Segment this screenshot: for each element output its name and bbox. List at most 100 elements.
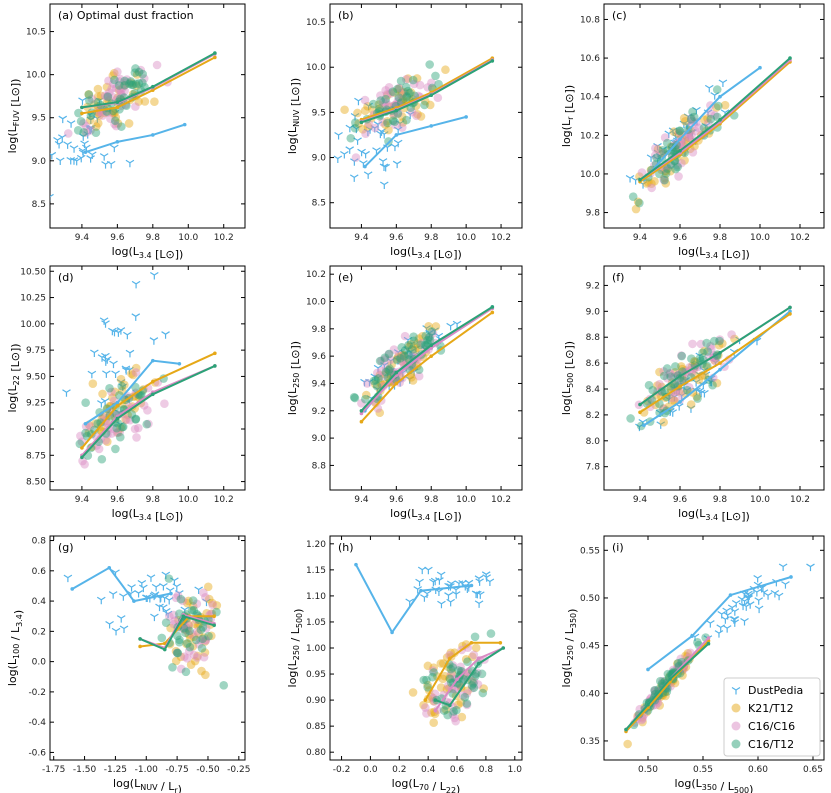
data-point bbox=[710, 336, 719, 346]
data-point bbox=[81, 398, 90, 407]
data-point bbox=[111, 113, 121, 122]
data-point bbox=[401, 82, 411, 92]
data-point bbox=[397, 343, 407, 352]
x-tick-label: 10.2 bbox=[491, 233, 511, 243]
series-k21-t12 bbox=[340, 65, 450, 135]
data-point bbox=[623, 739, 632, 749]
data-point bbox=[173, 631, 182, 641]
trend-marker bbox=[706, 636, 711, 640]
data-point bbox=[81, 428, 90, 438]
data-point bbox=[363, 128, 373, 137]
data-point bbox=[408, 376, 418, 385]
data-point bbox=[658, 676, 667, 686]
data-point bbox=[374, 374, 383, 383]
data-point bbox=[131, 414, 141, 424]
data-point bbox=[384, 101, 393, 110]
data-point bbox=[412, 111, 421, 121]
trend-marker bbox=[718, 118, 722, 122]
data-point bbox=[663, 373, 672, 383]
data-point bbox=[401, 75, 411, 84]
data-point bbox=[714, 340, 724, 350]
data-point bbox=[688, 147, 698, 157]
data-point bbox=[398, 351, 408, 360]
data-point bbox=[188, 601, 198, 611]
data-point bbox=[781, 581, 790, 589]
data-point bbox=[58, 115, 68, 124]
data-point bbox=[445, 673, 454, 683]
data-point bbox=[362, 379, 372, 388]
data-point bbox=[680, 117, 690, 126]
trend-marker bbox=[646, 667, 650, 672]
data-point bbox=[111, 121, 121, 131]
data-point bbox=[384, 350, 393, 359]
data-point bbox=[651, 700, 661, 710]
data-point bbox=[646, 154, 656, 162]
data-point bbox=[106, 114, 115, 124]
data-point bbox=[470, 632, 480, 642]
data-point bbox=[451, 591, 461, 599]
data-point bbox=[108, 591, 118, 599]
x-tick-label: 9.6 bbox=[110, 495, 125, 505]
data-point bbox=[125, 159, 135, 168]
data-point bbox=[80, 140, 89, 148]
data-point bbox=[86, 126, 95, 135]
y-tick-label: 10.6 bbox=[580, 54, 600, 64]
data-point bbox=[690, 356, 699, 366]
data-point bbox=[388, 87, 398, 96]
data-point bbox=[707, 344, 716, 354]
data-point bbox=[693, 637, 702, 647]
trend-marker bbox=[789, 575, 793, 579]
data-point bbox=[421, 331, 431, 341]
series-dustpedia bbox=[625, 79, 730, 189]
data-point bbox=[121, 415, 130, 424]
data-point bbox=[425, 332, 434, 342]
data-point bbox=[380, 355, 389, 364]
trend-marker bbox=[678, 400, 682, 404]
data-point bbox=[682, 385, 692, 395]
data-point bbox=[660, 175, 669, 185]
trend-marker bbox=[419, 588, 423, 593]
data-point bbox=[130, 68, 140, 77]
data-point bbox=[161, 571, 171, 580]
data-point bbox=[84, 89, 93, 99]
axes-frame-e bbox=[329, 265, 523, 491]
data-point bbox=[392, 354, 402, 364]
data-point bbox=[661, 166, 671, 175]
data-point bbox=[485, 578, 495, 587]
legend-label: C16/T12 bbox=[748, 738, 794, 751]
trend-marker bbox=[718, 94, 722, 99]
data-point bbox=[702, 338, 711, 348]
data-point bbox=[389, 345, 399, 354]
trend-marker bbox=[394, 370, 399, 375]
data-point bbox=[400, 350, 410, 358]
data-point bbox=[462, 689, 472, 698]
data-point bbox=[118, 422, 128, 432]
data-point bbox=[681, 651, 690, 661]
data-point bbox=[161, 618, 171, 627]
data-point bbox=[695, 352, 705, 361]
data-point bbox=[94, 444, 104, 454]
x-tick-label: -0.25 bbox=[227, 765, 250, 775]
y-axis-label: log(L250 / L500) bbox=[286, 609, 305, 688]
data-point bbox=[380, 102, 390, 111]
data-point bbox=[722, 607, 731, 616]
x-tick-label: 9.8 bbox=[424, 495, 439, 505]
data-point bbox=[647, 179, 656, 188]
data-point bbox=[679, 113, 689, 123]
data-point bbox=[380, 353, 390, 362]
axes-frame-g bbox=[49, 535, 246, 761]
data-point bbox=[687, 119, 697, 129]
y-tick-label: 0.85 bbox=[306, 722, 326, 732]
y-tick-label: 8.75 bbox=[26, 451, 46, 461]
data-point bbox=[357, 398, 366, 408]
data-point bbox=[652, 153, 661, 162]
data-point bbox=[78, 97, 87, 105]
data-point bbox=[152, 60, 162, 70]
data-point bbox=[390, 120, 400, 130]
trend-line bbox=[85, 123, 186, 154]
data-point bbox=[182, 639, 191, 649]
data-point bbox=[712, 103, 721, 112]
y-tick-label: 9.8 bbox=[312, 325, 327, 335]
x-tick-label: 10.0 bbox=[178, 495, 198, 505]
data-point bbox=[202, 598, 211, 607]
